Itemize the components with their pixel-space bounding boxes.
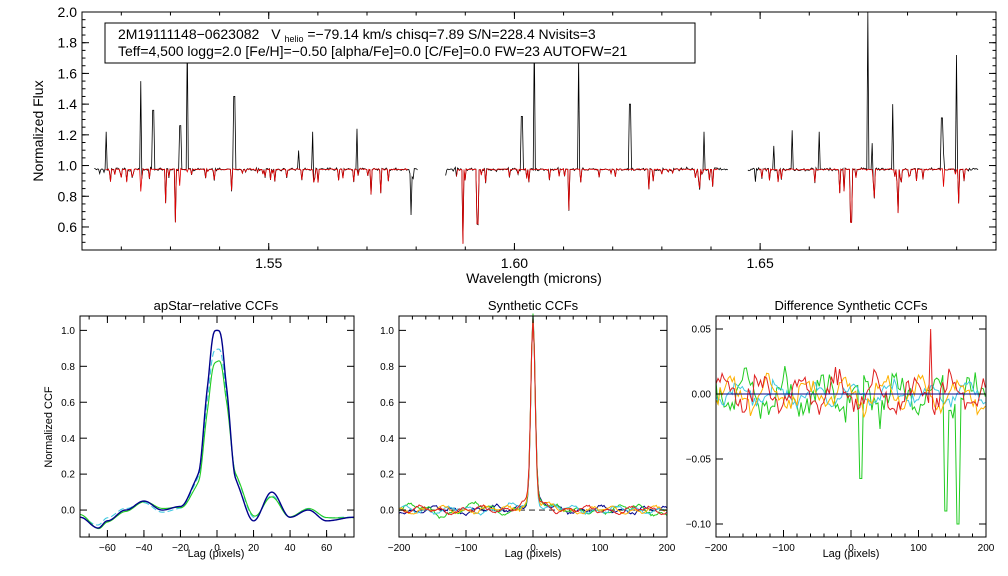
synthetic-ccf-xtick-label: 100 — [592, 543, 609, 554]
difference-ccf-ytick-label: −0.10 — [686, 520, 712, 531]
difference-ccf-xtick-label: 100 — [910, 543, 927, 554]
info-v-subscript: helio — [284, 34, 303, 44]
apstar-ccf-ytick-label: 0.2 — [61, 470, 75, 481]
apstar-ccf-panel: apStar−relative CCFs −60 −40 −20 0 20 40 60 0.0… — [43, 298, 355, 560]
spectrum-xlabel: Wavelength (microns) — [466, 270, 602, 286]
observed-spectrum-line — [445, 35, 729, 244]
apstar-ccf-lines — [79, 329, 355, 530]
spectrum-axes: 1.55 1.60 1.65 0.6 0.8 1.0 1.2 1.4 1.6 1.8 2.0 — [58, 4, 996, 271]
spectrum-xtick-label: 1.65 — [747, 255, 774, 271]
apstar-ccf-ytick-label: 0.8 — [61, 362, 75, 373]
difference-ccf-visit-4-line — [715, 328, 986, 416]
spectrum-ytick-label: 1.0 — [58, 158, 78, 174]
spectrum-frame — [81, 11, 997, 251]
difference-ccf-ytick-label: 0.05 — [692, 325, 712, 336]
info-line2: Teff=4,500 logg=2.0 [Fe/H]=−0.50 [alpha/… — [118, 43, 627, 59]
apstar-ccf-xtick-label: −20 — [172, 543, 189, 554]
apstar-ccf-xtick-label: −60 — [99, 543, 116, 554]
synthetic-ccf-xtick-label: 0 — [530, 543, 536, 554]
synthetic-ccf-ytick-label: 0.8 — [380, 362, 394, 373]
difference-ccf-xtick-label: 200 — [978, 543, 995, 554]
apstar-ccf-ytick-label: 0.6 — [61, 398, 75, 409]
difference-ccf-xtick-label: −200 — [705, 543, 728, 554]
difference-ccf-xlabel: Lag (pixels) — [823, 548, 880, 560]
difference-ccf-frame — [715, 315, 987, 538]
difference-ccf-xtick-label: 0 — [848, 543, 854, 554]
spectrum-panel: 1.55 1.60 1.65 0.6 0.8 1.0 1.2 1.4 1.6 1.8 2.0 2M1… — [30, 4, 997, 286]
spectrum-xtick-label: 1.55 — [255, 255, 282, 271]
synthetic-ccf-xtick-label: −200 — [388, 543, 411, 554]
spectrum-lines — [94, 12, 979, 244]
apstar-ccf-xtick-label: 60 — [321, 543, 333, 554]
synthetic-ccf-lines — [398, 313, 668, 520]
difference-ccf-visit-3-line — [715, 372, 986, 418]
difference-ccf-lines — [715, 328, 986, 525]
apstar-ccf-xtick-label: 40 — [285, 543, 297, 554]
apstar-ccf-ytick-label: 1.0 — [61, 326, 75, 337]
spectrum-ylabel: Normalized Flux — [30, 80, 46, 181]
info-star-id: 2M19111148−0623082 — [118, 26, 260, 42]
difference-ccf-axes: −200 −100 0 100 200 −0.10 −0.05 0.00 0.05 — [686, 316, 995, 554]
spectrum-ytick-label: 0.8 — [58, 188, 78, 204]
model-spectrum-line — [758, 167, 969, 223]
synthetic-ccf-axes: −200 −100 0 100 200 0.0 0.2 0.4 0.6 0.8 1.0 — [380, 316, 676, 554]
difference-ccf-visit-1-line — [715, 365, 986, 525]
synthetic-ccf-ytick-label: 0.4 — [380, 434, 394, 445]
synthetic-ccf-xtick-label: 200 — [659, 543, 676, 554]
apstar-ccf-axes: −60 −40 −20 0 20 40 60 0.0 0.2 0.4 0.6 0.8 1.0 — [61, 316, 354, 554]
difference-ccf-panel: Difference Synthetic CCFs −200 −100 0 100 20… — [686, 298, 995, 560]
difference-ccf-title: Difference Synthetic CCFs — [775, 298, 928, 313]
apstar-ccf-ytick-label: 0.0 — [61, 506, 75, 517]
synthetic-ccf-ytick-label: 0.6 — [380, 398, 394, 409]
apstar-ccf-xtick-label: 0 — [214, 543, 220, 554]
spectrum-ytick-label: 2.0 — [58, 4, 78, 20]
spectrum-ytick-label: 0.6 — [58, 219, 78, 235]
apstar-ccf-xtick-label: −40 — [135, 543, 152, 554]
spectrum-xtick-label: 1.60 — [501, 255, 528, 271]
synthetic-ccf-combined-line — [398, 317, 668, 517]
synthetic-ccf-visit-3-line — [398, 317, 668, 515]
synthetic-ccf-visit-4-line — [398, 317, 668, 516]
apstar-ccf-title: apStar−relative CCFs — [154, 298, 279, 313]
synthetic-ccf-visit-2-line — [398, 316, 668, 516]
synthetic-ccf-title: Synthetic CCFs — [488, 298, 579, 313]
synthetic-ccf-frame — [398, 315, 668, 538]
model-spectrum-line — [456, 167, 719, 244]
apstar-ccf-visit-1-line — [79, 360, 355, 530]
model-spectrum-line — [105, 167, 409, 223]
spectrum-ytick-label: 1.2 — [58, 127, 78, 143]
synthetic-ccf-ytick-label: 0.2 — [380, 470, 394, 481]
info-box: 2M19111148−0623082 V helio =−79.14 km/s … — [104, 22, 696, 64]
synthetic-ccf-panel: Synthetic CCFs −200 −100 0 100 200 0.0 0.2 0.4 0… — [380, 298, 676, 560]
info-v-symbol: V — [271, 26, 281, 42]
difference-ccf-xtick-label: −100 — [772, 543, 795, 554]
difference-ccf-ytick-label: −0.05 — [686, 455, 712, 466]
spectrum-ytick-label: 1.4 — [58, 96, 78, 112]
observed-spectrum-line — [747, 12, 979, 223]
spectrum-ytick-label: 1.8 — [58, 35, 78, 51]
synthetic-ccf-visit-1-line — [398, 313, 668, 520]
apstar-ccf-visit-2-line — [79, 348, 355, 526]
synthetic-ccf-ytick-label: 1.0 — [380, 326, 394, 337]
info-line1-rest: =−79.14 km/s chisq=7.89 S/N=228.4 Nvisit… — [307, 26, 596, 42]
synthetic-ccf-xlabel: Lag (pixels) — [505, 548, 562, 560]
apstar-ccf-ylabel: Normalized CCF — [43, 386, 55, 468]
synthetic-ccf-ytick-label: 0.0 — [380, 506, 394, 517]
apstar-ccf-combined-line — [79, 329, 355, 529]
synthetic-ccf-xtick-label: −100 — [455, 543, 478, 554]
info-box-frame — [104, 22, 696, 64]
info-line1: 2M19111148−0623082 V helio =−79.14 km/s … — [118, 26, 596, 45]
observed-spectrum-line — [94, 39, 418, 223]
spectrum-ytick-label: 1.6 — [58, 65, 78, 81]
apstar-ccf-xtick-label: 20 — [248, 543, 260, 554]
apstar-ccf-xlabel: Lag (pixels) — [188, 548, 245, 560]
difference-ccf-ytick-label: 0.00 — [692, 390, 712, 401]
apstar-ccf-ytick-label: 0.4 — [61, 434, 75, 445]
